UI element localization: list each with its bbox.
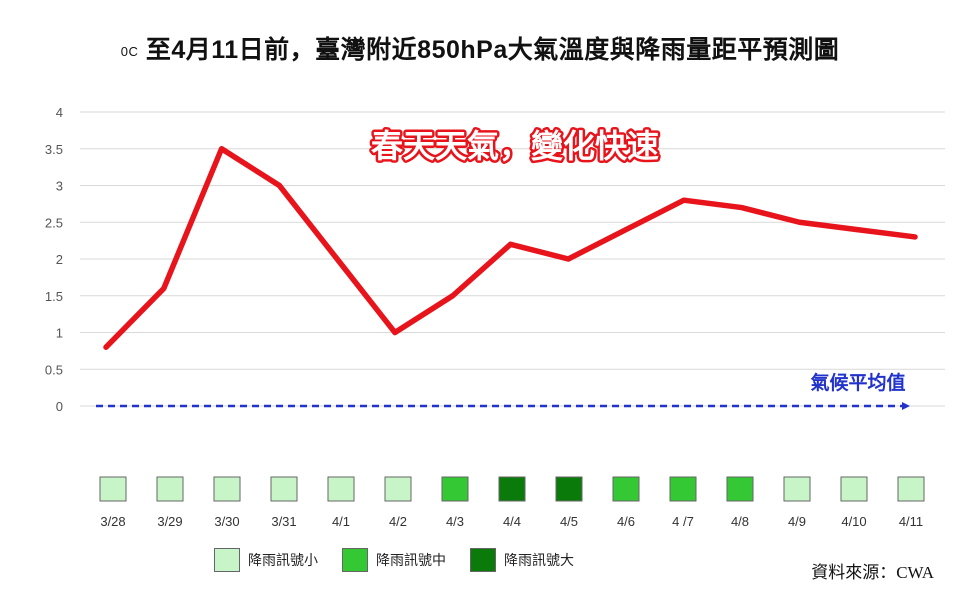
x-tick-label: 4/9 <box>788 514 806 529</box>
title-unit: 0C <box>120 44 139 59</box>
legend: 降雨訊號小 降雨訊號中 降雨訊號大 <box>214 546 598 574</box>
title-text: 至4月11日前，臺灣附近850hPa大氣溫度與降雨量距平預測圖 <box>145 36 840 64</box>
rain-signal-box <box>441 476 469 502</box>
data-point <box>796 219 802 225</box>
y-tick-label: 3.5 <box>45 142 63 157</box>
rain-signal-box <box>669 476 697 502</box>
rain-signal-box <box>213 476 241 502</box>
rain-signal-box <box>384 476 412 502</box>
x-tick-label: 4/3 <box>446 514 464 529</box>
data-point <box>219 146 225 152</box>
y-tick-label: 0 <box>56 399 63 414</box>
rain-signal-box <box>840 476 868 502</box>
data-point <box>450 293 456 299</box>
legend-swatch-medium <box>342 548 368 572</box>
x-tick-label: 3/31 <box>271 514 296 529</box>
legend-item-medium: 降雨訊號中 <box>342 548 446 572</box>
rain-signal-box <box>270 476 298 502</box>
y-tick-label: 2 <box>56 252 63 267</box>
rain-signal-box <box>498 476 526 502</box>
rain-signal-box <box>555 476 583 502</box>
legend-swatch-small <box>214 548 240 572</box>
data-point <box>392 330 398 335</box>
x-tick-label: 4 /7 <box>672 514 694 529</box>
x-tick-label: 4/8 <box>731 514 749 529</box>
series-line <box>103 146 918 350</box>
x-tick-label: 4/1 <box>332 514 350 529</box>
data-point <box>508 241 513 247</box>
legend-item-small: 降雨訊號小 <box>214 548 318 572</box>
data-point <box>854 227 860 233</box>
legend-swatch-large <box>470 548 496 572</box>
rain-signal-box <box>99 476 127 502</box>
x-tick-label: 3/30 <box>214 514 239 529</box>
y-tick-label: 1.5 <box>45 289 63 304</box>
x-axis-ticks: 3/28 3/29 3/30 3/31 4/1 4/2 4/3 4/4 4/5 4/6 4 /7 4/… <box>100 514 923 529</box>
rain-signal-row <box>99 476 925 502</box>
rain-signal-box <box>612 476 640 502</box>
legend-label-large: 降雨訊號大 <box>504 552 574 568</box>
annotation-text: 春天天氣，變化快速 <box>371 128 659 164</box>
x-tick-label: 4/6 <box>617 514 635 529</box>
x-tick-label: 3/28 <box>100 514 125 529</box>
y-tick-label: 2.5 <box>45 215 63 230</box>
rain-signal-box <box>156 476 184 502</box>
source-credit: 資料來源：CWA <box>811 563 934 582</box>
data-point <box>161 285 167 291</box>
data-point <box>565 256 571 262</box>
data-point <box>681 197 687 203</box>
series-group <box>103 146 918 350</box>
data-point <box>276 183 282 188</box>
rain-signal-box <box>726 476 754 502</box>
gridlines <box>80 111 945 407</box>
y-tick-label: 4 <box>56 105 63 120</box>
data-point <box>912 234 918 240</box>
data-point <box>739 205 745 211</box>
rain-signal-box <box>327 476 355 502</box>
y-tick-label: 1 <box>56 326 63 341</box>
legend-label-small: 降雨訊號小 <box>248 552 318 568</box>
data-point <box>623 227 629 233</box>
x-tick-label: 4/10 <box>841 514 866 529</box>
x-tick-label: 4/2 <box>389 514 407 529</box>
y-tick-label: 0.5 <box>45 362 63 377</box>
legend-label-medium: 降雨訊號中 <box>376 552 446 568</box>
chart-title: 0C 至4月11日前，臺灣附近850hPa大氣溫度與降雨量距平預測圖 <box>0 30 960 66</box>
data-point <box>103 344 109 350</box>
y-tick-label: 3 <box>56 179 63 194</box>
rain-signal-box <box>897 476 925 502</box>
x-tick-label: 3/29 <box>157 514 182 529</box>
y-axis-ticks: 0 0.5 1 1.5 2 2.5 3 3.5 4 <box>45 105 63 414</box>
rain-signal-box <box>783 476 811 502</box>
x-tick-label: 4/11 <box>899 514 923 529</box>
x-tick-label: 4/4 <box>503 514 521 529</box>
legend-item-large: 降雨訊號大 <box>470 548 574 572</box>
x-tick-label: 4/5 <box>560 514 578 529</box>
data-point <box>334 256 340 262</box>
baseline-label: 氣候平均值 <box>810 371 905 394</box>
